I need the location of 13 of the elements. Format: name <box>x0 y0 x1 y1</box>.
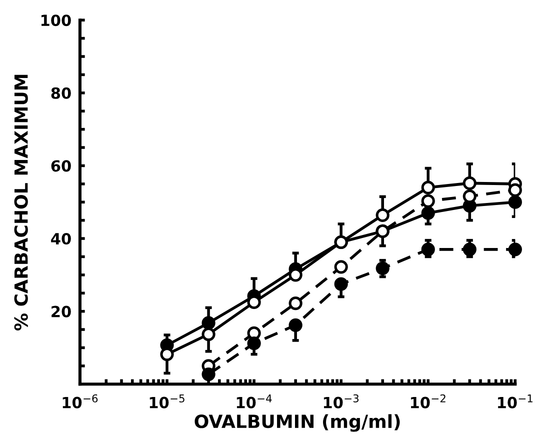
x-tick-label: 10$^{−2}$ <box>410 394 446 408</box>
y-tick-label: 80 <box>51 87 71 99</box>
y-tick-label: 60 <box>51 160 71 172</box>
x-tick-label: 10$^{−6}$ <box>62 394 98 408</box>
x-axis-title: OVALBUMIN (mg/ml) <box>194 414 400 432</box>
x-tick-label: 10$^{−3}$ <box>324 394 359 408</box>
x-tick-label: 10$^{−5}$ <box>150 394 184 408</box>
y-tick-label: 100 <box>41 14 71 26</box>
y-tick-label: 20 <box>52 306 71 318</box>
x-tick-label: 10$^{−1}$ <box>498 394 532 408</box>
x-tick-label: 10$^{−4}$ <box>236 394 272 408</box>
y-tick-label: 40 <box>51 232 71 245</box>
y-axis-title: % CARBACHOL MAXIMUM <box>14 74 28 330</box>
